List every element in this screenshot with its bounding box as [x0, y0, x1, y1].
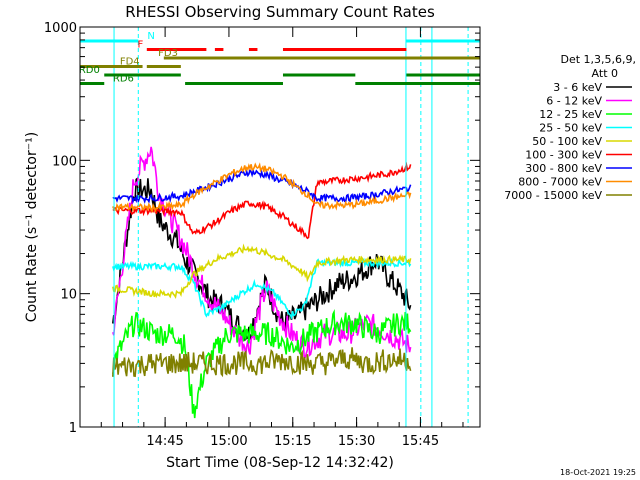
series-line-2	[112, 309, 412, 419]
x-tick-label-3: 15:30	[338, 434, 375, 449]
x-tick-label-4: 15:45	[402, 434, 439, 449]
legend-label-6: 300 - 800 keV	[525, 162, 602, 175]
flag-label-2: FD3	[158, 48, 178, 59]
legend-label-7: 800 - 7000 keV	[518, 176, 602, 189]
series-line-3	[112, 257, 412, 320]
flag-label-1: F	[138, 40, 144, 51]
y-tick-label-3: 1000	[44, 21, 77, 36]
y-axis-label: Count Rate (s⁻¹ detector⁻¹)	[24, 132, 40, 322]
flag-label-4: RD0	[79, 65, 100, 76]
legend-label-3: 25 - 50 keV	[539, 122, 602, 135]
legend-header-line1: Det 1,3,5,6,9,	[560, 53, 636, 66]
legend-label-0: 3 - 6 keV	[553, 81, 602, 94]
legend-label-8: 7000 - 15000 keV	[504, 189, 602, 202]
x-tick-label-1: 15:00	[210, 434, 247, 449]
flag-label-5: RD6	[113, 74, 134, 85]
legend-label-5: 100 - 300 keV	[525, 149, 602, 162]
y-tick-label-0: 1	[69, 421, 77, 436]
flag-label-3: FD4	[120, 57, 140, 68]
series-line-5	[112, 161, 412, 240]
legend-label-4: 50 - 100 keV	[532, 135, 602, 148]
plot-frame	[79, 26, 481, 428]
x-tick-label-0: 14:45	[146, 434, 183, 449]
x-tick-label-2: 15:15	[274, 434, 311, 449]
x-axis-label: Start Time (08-Sep-12 14:32:42)	[166, 455, 394, 471]
series-line-8	[112, 347, 412, 378]
legend-label-2: 12 - 25 keV	[539, 108, 602, 121]
y-tick-label-2: 100	[52, 154, 77, 169]
axis-layer: 14:45 15:00 15:15 15:30 15:45 1 10 100 1000	[44, 21, 480, 449]
marker-layer	[113, 27, 469, 427]
y-tick-label-1: 10	[60, 288, 77, 303]
flag-layer: NF FD3 FD4 RD0 RD6	[79, 31, 480, 85]
chart-title: RHESSI Observing Summary Count Rates	[125, 3, 435, 21]
legend-header-line2: Att 0	[592, 67, 618, 80]
flag-label-0: N	[147, 31, 154, 42]
series-line-7	[112, 162, 412, 214]
legend-label-1: 6 - 12 keV	[546, 95, 602, 108]
series-line-4	[112, 243, 412, 300]
series-line-6	[112, 168, 412, 205]
series-line-0	[112, 177, 412, 341]
series-layer	[112, 146, 412, 419]
date-stamp: 18-Oct-2021 19:25	[560, 468, 636, 477]
